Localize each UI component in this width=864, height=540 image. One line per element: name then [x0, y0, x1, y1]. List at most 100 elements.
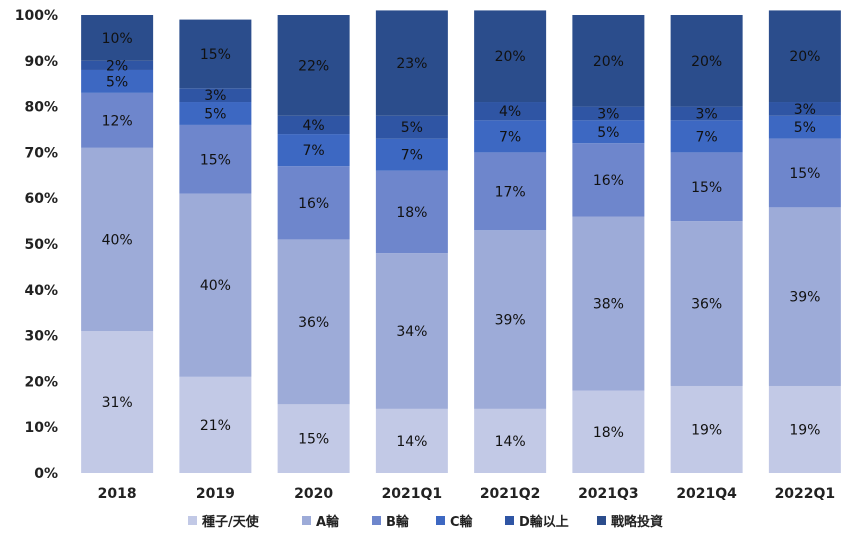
- legend-label: C輪: [450, 514, 474, 530]
- data-label: 19%: [691, 422, 722, 438]
- x-tick-label: 2021Q1: [382, 486, 443, 502]
- bar-segment: [768, 138, 841, 208]
- data-label: 40%: [200, 278, 231, 294]
- data-label: 10%: [102, 31, 133, 47]
- legend-swatch: [597, 516, 606, 525]
- data-label: 3%: [204, 88, 226, 104]
- bar-segment: [375, 253, 448, 409]
- bar-segment: [572, 143, 645, 217]
- bar-segment: [474, 408, 547, 473]
- data-label: 7%: [696, 129, 718, 145]
- data-label: 40%: [102, 232, 133, 248]
- bar-segment: [670, 385, 743, 473]
- data-label: 15%: [200, 152, 231, 168]
- data-label: 23%: [396, 56, 427, 72]
- data-label: 15%: [789, 166, 820, 182]
- y-tick-label: 80%: [24, 100, 58, 116]
- legend-label: A輪: [316, 514, 340, 530]
- data-label: 16%: [593, 173, 624, 189]
- bar-segment: [768, 207, 841, 386]
- data-label: 4%: [303, 118, 325, 134]
- legend-label: 種子/天使: [202, 514, 260, 530]
- bar-segment: [375, 170, 448, 254]
- legend-swatch: [436, 516, 445, 525]
- bar-segment: [474, 152, 547, 231]
- legend-label: 戰略投資: [611, 514, 663, 530]
- bar-segment: [179, 19, 252, 89]
- data-labels: 31%40%12%5%2%10%21%40%15%5%3%15%15%36%16…: [102, 31, 821, 450]
- y-tick-label: 100%: [15, 8, 58, 24]
- bar-segment: [375, 115, 448, 139]
- data-label: 20%: [691, 54, 722, 70]
- data-label: 5%: [597, 125, 619, 141]
- bar-segment: [474, 102, 547, 121]
- x-tick-label: 2021Q4: [676, 486, 737, 502]
- data-label: 15%: [200, 47, 231, 63]
- bar-segment: [277, 166, 350, 240]
- bar-segment: [179, 124, 252, 194]
- x-axis: 2018 2019 2020 2021Q1 2021Q2 2021Q3 2021Q4 2022…: [98, 486, 836, 502]
- bar-segment: [572, 15, 645, 107]
- bar-segment: [81, 147, 154, 332]
- y-tick-label: 60%: [24, 191, 58, 207]
- bar-segment: [670, 221, 743, 386]
- data-label: 31%: [102, 395, 133, 411]
- bar-segment: [670, 15, 743, 107]
- y-tick-label: 30%: [24, 329, 58, 345]
- y-tick-label: 40%: [24, 283, 58, 299]
- bar-segment: [474, 120, 547, 153]
- bar-segment: [81, 92, 154, 148]
- bar-segment: [375, 138, 448, 171]
- x-tick-label: 2018: [98, 486, 137, 502]
- legend-label: B輪: [386, 514, 410, 530]
- data-label: 5%: [794, 120, 816, 136]
- bar-segment: [572, 390, 645, 473]
- data-label: 5%: [106, 74, 128, 90]
- bar-segment: [179, 102, 252, 125]
- legend-swatch: [302, 516, 311, 525]
- data-label: 36%: [691, 297, 722, 313]
- data-label: 4%: [499, 104, 521, 120]
- bar-segment: [572, 120, 645, 144]
- bar-segment: [81, 331, 154, 473]
- data-label: 15%: [691, 180, 722, 196]
- legend-label: D輪以上: [519, 514, 569, 530]
- data-label: 39%: [495, 313, 526, 329]
- legend-swatch: [188, 516, 197, 525]
- bar-segment: [81, 60, 154, 70]
- x-tick-label: 2021Q2: [480, 486, 541, 502]
- bar-segment: [375, 408, 448, 473]
- data-label: 18%: [396, 205, 427, 221]
- x-tick-label: 2022Q1: [775, 486, 836, 502]
- bar-segment: [179, 193, 252, 377]
- bar-segment: [474, 230, 547, 409]
- data-label: 38%: [593, 297, 624, 313]
- bar-segment: [81, 15, 154, 61]
- data-label: 14%: [495, 434, 526, 450]
- legend-swatch: [372, 516, 381, 525]
- data-label: 19%: [789, 422, 820, 438]
- bar-segment: [572, 216, 645, 391]
- legend: 種子/天使 A輪 B輪 C輪 D輪以上 戰略投資: [188, 514, 663, 530]
- y-tick-label: 20%: [24, 374, 58, 390]
- bars: [81, 10, 841, 473]
- data-label: 20%: [593, 54, 624, 70]
- x-tick-label: 2020: [294, 486, 333, 502]
- data-label: 3%: [696, 106, 718, 122]
- bar-segment: [277, 134, 350, 167]
- y-tick-label: 0%: [34, 466, 58, 482]
- data-label: 39%: [789, 290, 820, 306]
- bar-segment: [768, 102, 841, 116]
- bar-segment: [768, 385, 841, 473]
- y-tick-label: 90%: [24, 54, 58, 70]
- data-label: 12%: [102, 113, 133, 129]
- bar-segment: [277, 239, 350, 405]
- data-label: 18%: [593, 425, 624, 441]
- bar-segment: [179, 88, 252, 103]
- data-label: 5%: [204, 106, 226, 122]
- x-tick-label: 2021Q3: [578, 486, 639, 502]
- bar-segment: [277, 15, 350, 116]
- data-label: 14%: [396, 434, 427, 450]
- data-label: 2%: [106, 58, 128, 74]
